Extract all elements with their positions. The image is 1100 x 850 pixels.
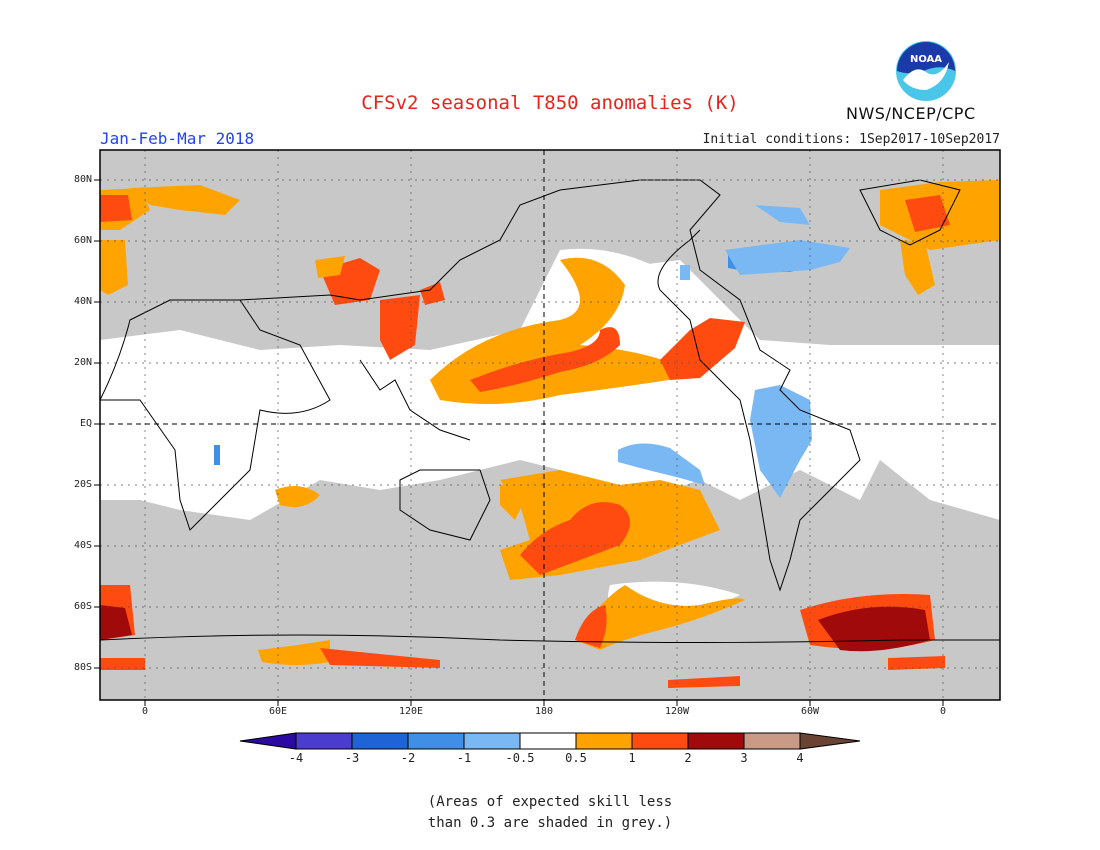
colorbar-bin [463, 732, 521, 750]
colorbar-bin [575, 732, 633, 750]
lat-label-20s: 20S [73, 479, 92, 490]
lat-label-60s: 60S [73, 601, 92, 612]
axis-ticks [94, 179, 944, 706]
equator-dateline [100, 150, 1000, 700]
colorbar-bin [407, 732, 465, 750]
map-field [100, 150, 1000, 700]
lon-label-120e: 120E [398, 706, 424, 717]
south-pacific-lightblue [618, 443, 705, 485]
colorbar-bin [631, 732, 689, 750]
colorbar-label: -2 [400, 751, 416, 765]
lon-label-0-east: 0 [939, 706, 947, 717]
colorbar-arrow-left [239, 732, 297, 750]
colorbar-label: -3 [344, 751, 360, 765]
south-america-lightblue [750, 385, 812, 498]
colorbar-label: -4 [288, 751, 304, 765]
agency-label: NWS/NCEP/CPC [846, 104, 976, 123]
colorbar-label: -0.5 [505, 751, 535, 765]
noaa-logo-icon: NOAA [896, 41, 956, 101]
colorbar-bin [687, 732, 745, 750]
asia-red-patches [320, 258, 445, 360]
lon-label-60w: 60W [800, 706, 820, 717]
skill-footnote: (Areas of expected skill less than 0.3 a… [0, 792, 1100, 834]
colorbar-bin [743, 732, 801, 750]
coastlines [100, 179, 1000, 643]
lat-label-eq: EQ [79, 418, 92, 429]
north-america-red [660, 318, 745, 380]
footnote-line-2: than 0.3 are shaded in grey.) [427, 815, 673, 831]
logo-text: NOAA [910, 54, 942, 65]
south-indian-red [100, 648, 945, 688]
south-indian-orange [258, 640, 330, 665]
lon-label-0-west: 0 [141, 706, 149, 717]
colorbar-label: 2 [684, 751, 692, 765]
africa-lightblue [214, 445, 220, 465]
colorbar-label: -1 [456, 751, 472, 765]
colorbar-arrow-right [799, 732, 861, 750]
colorbar-label: 1 [628, 751, 636, 765]
lat-label-80s: 80S [73, 662, 92, 673]
colorbar-label: 3 [740, 751, 748, 765]
lat-label-80n: 80N [73, 174, 92, 185]
lat-label-40s: 40S [73, 540, 92, 551]
antarctic-orange [575, 585, 745, 650]
canada-lightblue [725, 205, 850, 275]
map-frame [99, 149, 1001, 701]
colorbar-label: 0.5 [565, 751, 587, 765]
arctic-orange [130, 185, 240, 215]
west-edge-darkred [100, 605, 132, 640]
graticule [100, 150, 1000, 700]
footnote-line-1: (Areas of expected skill less [427, 794, 673, 810]
tasman-orange [500, 484, 525, 520]
pacific-lightblue-spot [680, 265, 690, 280]
season-label: Jan-Feb-Mar 2018 [100, 129, 255, 148]
lat-label-60n: 60N [73, 235, 92, 246]
lon-label-180: 180 [534, 706, 554, 717]
greenland-orange [100, 180, 1000, 250]
colorbar-bin [295, 732, 353, 750]
south-pacific-red [520, 502, 630, 575]
pacific-red-tongue [470, 327, 620, 392]
initial-conditions-label: Initial conditions: 1Sep2017-10Sep2017 [702, 132, 1000, 147]
colorbar-label: 4 [796, 751, 804, 765]
antarctic-red [575, 605, 607, 648]
map-title: CFSv2 seasonal T850 anomalies (K) [361, 92, 739, 114]
pacific-orange-tongue [430, 257, 700, 404]
lat-label-40n: 40N [73, 296, 92, 307]
colorbar-bin [351, 732, 409, 750]
lon-label-120w: 120W [664, 706, 690, 717]
colorbar-bin [519, 732, 577, 750]
lat-label-20n: 20N [73, 357, 92, 368]
lon-label-60e: 60E [268, 706, 288, 717]
